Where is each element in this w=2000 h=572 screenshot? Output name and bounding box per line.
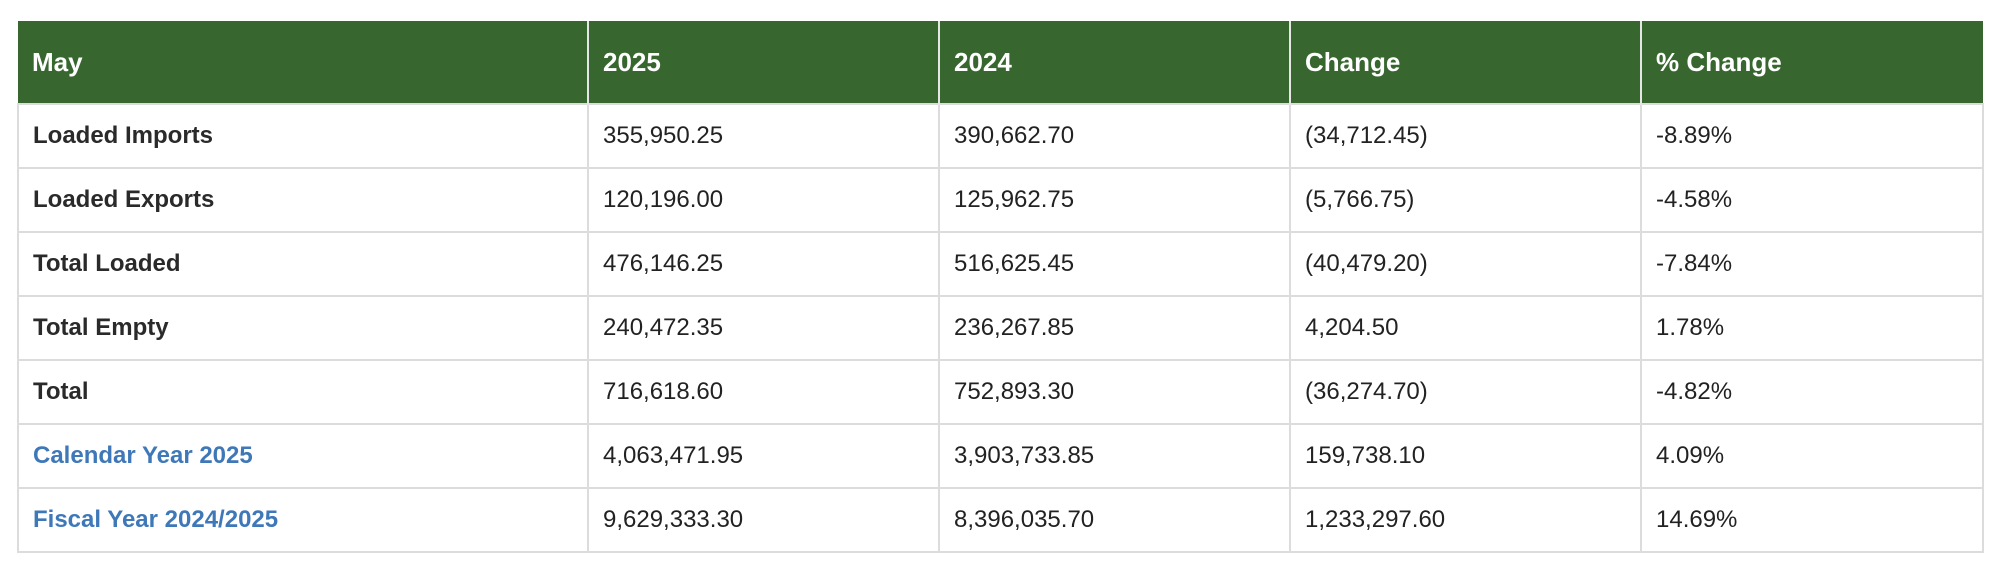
table-row: Loaded Exports 120,196.00 125,962.75 (5,… <box>17 167 1984 233</box>
cell-2025: 4,063,471.95 <box>587 423 940 489</box>
cell-2024: 236,267.85 <box>938 295 1291 361</box>
cell-2024: 3,903,733.85 <box>938 423 1291 489</box>
row-label: Loaded Imports <box>17 103 589 169</box>
cell-percent-change: 14.69% <box>1640 487 1984 553</box>
table-row: Fiscal Year 2024/2025 9,629,333.30 8,396… <box>17 487 1984 553</box>
header-row: May 2025 2024 Change % Change <box>18 21 1983 104</box>
table-row: Total Empty 240,472.35 236,267.85 4,204.… <box>17 295 1984 361</box>
table-row: Total 716,618.60 752,893.30 (36,274.70) … <box>17 359 1984 425</box>
cell-2025: 476,146.25 <box>587 231 940 297</box>
cell-change: (36,274.70) <box>1289 359 1642 425</box>
row-label: Total Empty <box>17 295 589 361</box>
header-month: May <box>18 21 589 104</box>
cell-percent-change: -7.84% <box>1640 231 1984 297</box>
cell-2025: 355,950.25 <box>587 103 940 169</box>
cell-percent-change: 4.09% <box>1640 423 1984 489</box>
table-row: Calendar Year 2025 4,063,471.95 3,903,73… <box>17 423 1984 489</box>
cell-percent-change: -8.89% <box>1640 103 1984 169</box>
cell-percent-change: -4.58% <box>1640 167 1984 233</box>
table-row: Loaded Imports 355,950.25 390,662.70 (34… <box>17 103 1984 169</box>
header-change: Change <box>1290 21 1642 104</box>
cell-change: (5,766.75) <box>1289 167 1642 233</box>
header-2025: 2025 <box>588 21 940 104</box>
header-2024: 2024 <box>939 21 1291 104</box>
teu-statistics-table-container: May 2025 2024 Change % Change Loaded Imp… <box>17 21 1984 553</box>
calendar-year-link[interactable]: Calendar Year 2025 <box>17 423 589 489</box>
cell-change: 1,233,297.60 <box>1289 487 1642 553</box>
row-label: Loaded Exports <box>17 167 589 233</box>
cell-2024: 516,625.45 <box>938 231 1291 297</box>
cell-2025: 240,472.35 <box>587 295 940 361</box>
table-body: Loaded Imports 355,950.25 390,662.70 (34… <box>17 103 1984 553</box>
cell-change: 4,204.50 <box>1289 295 1642 361</box>
fiscal-year-link[interactable]: Fiscal Year 2024/2025 <box>17 487 589 553</box>
table-header: May 2025 2024 Change % Change <box>18 21 1983 104</box>
cell-2025: 120,196.00 <box>587 167 940 233</box>
cell-change: 159,738.10 <box>1289 423 1642 489</box>
cell-percent-change: -4.82% <box>1640 359 1984 425</box>
cell-change: (34,712.45) <box>1289 103 1642 169</box>
row-label: Total <box>17 359 589 425</box>
cell-2024: 752,893.30 <box>938 359 1291 425</box>
cell-change: (40,479.20) <box>1289 231 1642 297</box>
cell-2024: 125,962.75 <box>938 167 1291 233</box>
header-percent-change: % Change <box>1641 21 1983 104</box>
table-row: Total Loaded 476,146.25 516,625.45 (40,4… <box>17 231 1984 297</box>
cell-2025: 9,629,333.30 <box>587 487 940 553</box>
cell-2025: 716,618.60 <box>587 359 940 425</box>
cell-percent-change: 1.78% <box>1640 295 1984 361</box>
teu-statistics-table: May 2025 2024 Change % Change Loaded Imp… <box>17 21 1984 553</box>
cell-2024: 8,396,035.70 <box>938 487 1291 553</box>
cell-2024: 390,662.70 <box>938 103 1291 169</box>
row-label: Total Loaded <box>17 231 589 297</box>
